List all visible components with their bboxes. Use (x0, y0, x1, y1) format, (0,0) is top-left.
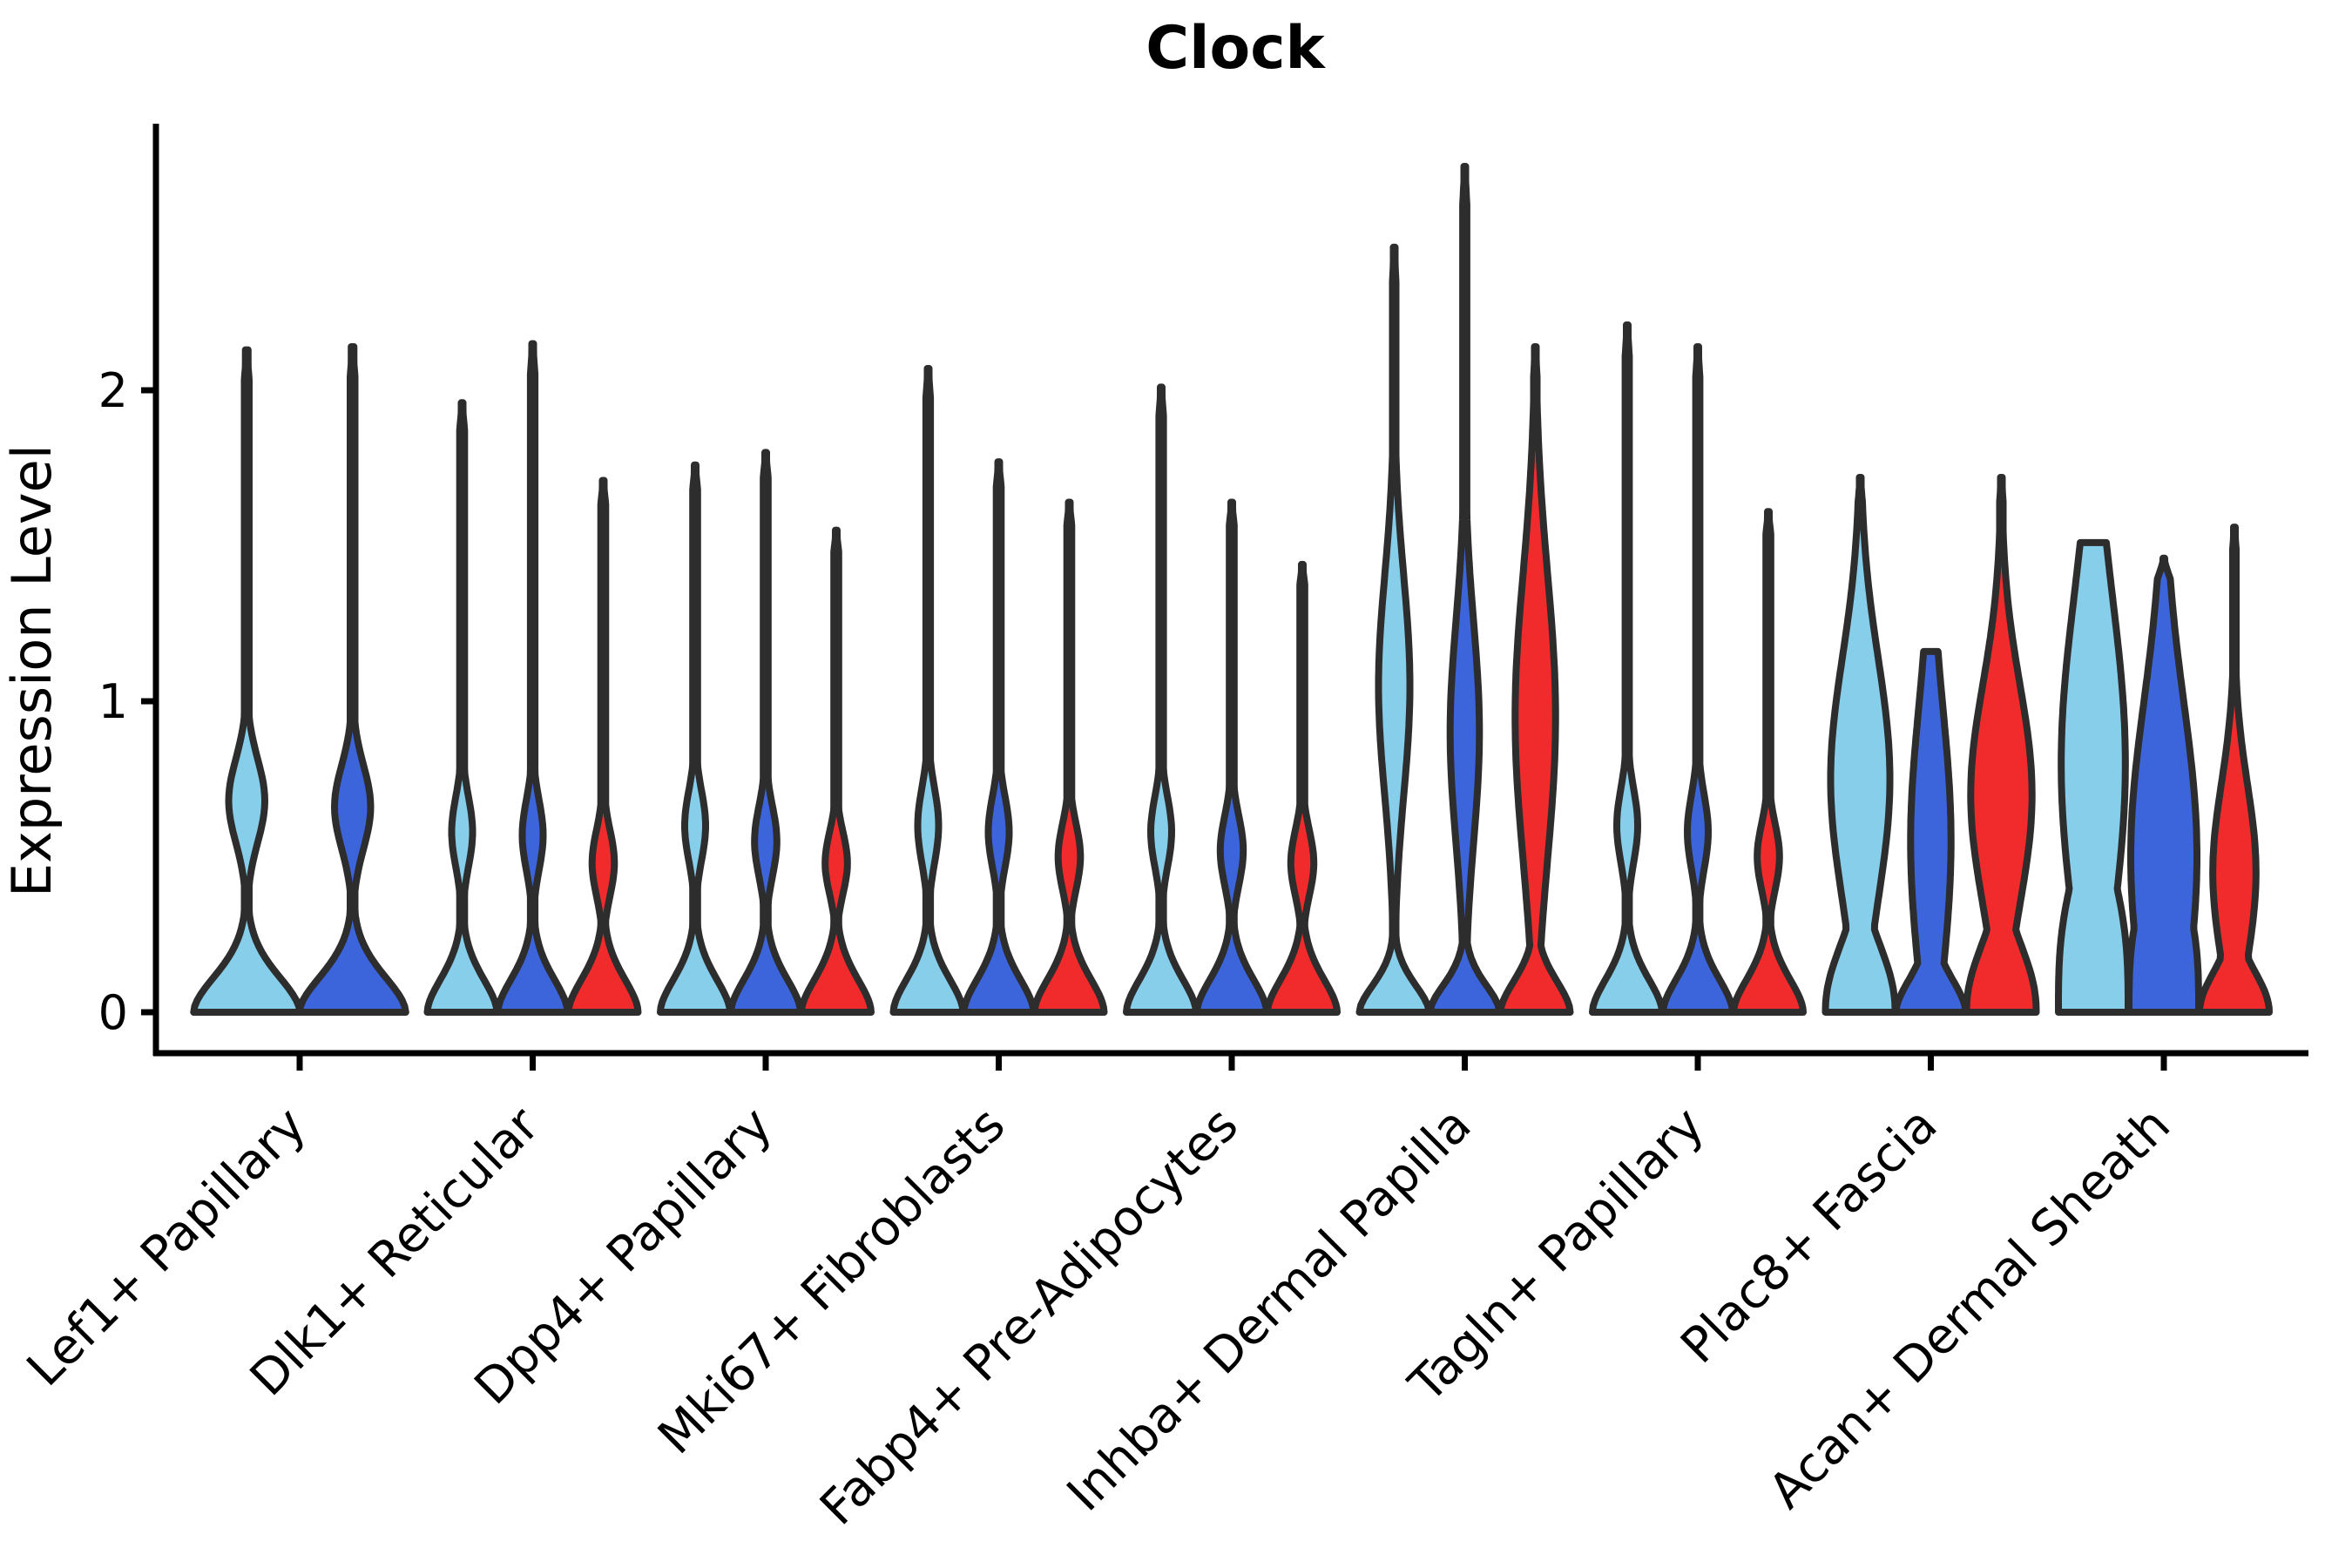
violin-1-dark (295, 343, 409, 1016)
violin-3-red (798, 526, 875, 1016)
violin-5-dark (1193, 498, 1270, 1016)
violin-8-light (1821, 474, 1899, 1016)
y-tick-label: 2 (98, 363, 128, 418)
violin-6-light (1355, 243, 1433, 1016)
x-tick-label: Acan+ Dermal Sheath (1758, 1097, 2181, 1520)
y-tick-label: 0 (98, 985, 128, 1040)
violin-4-light (889, 365, 967, 1016)
violin-7-light (1589, 321, 1666, 1016)
x-tick-label: Inhba+ Dermal Papilla (1057, 1097, 1483, 1523)
violin-1-light (190, 346, 304, 1016)
violin-2-light (423, 399, 501, 1016)
violin-4-dark (960, 458, 1037, 1016)
violin-8-dark (1892, 647, 1970, 1016)
violin-6-red (1497, 343, 1574, 1016)
violin-9-red (2196, 524, 2273, 1016)
violins-layer (190, 163, 2273, 1016)
axes (141, 124, 2308, 1071)
violin-5-red (1264, 560, 1341, 1016)
y-tick-label: 1 (98, 674, 128, 729)
violin-7-red (1730, 508, 1807, 1016)
violin-3-light (657, 461, 733, 1016)
violin-2-dark (494, 340, 571, 1016)
y-axis-label: Expression Level (0, 444, 64, 897)
violin-9-light (2055, 538, 2132, 1016)
violin-6-dark (1426, 163, 1504, 1016)
x-tick-label: Fabp4+ Pre-Adipocytes (809, 1097, 1249, 1537)
violin-3-dark (727, 449, 804, 1016)
violin-9-dark (2126, 554, 2202, 1016)
violin-8-red (1963, 474, 2040, 1016)
violin-7-dark (1659, 343, 1736, 1016)
chart-title: Clock (1146, 14, 1326, 83)
violin-2-red (564, 476, 642, 1016)
violin-4-red (1031, 498, 1108, 1016)
y-tick-labels: 0 1 2 (98, 363, 128, 1040)
violin-5-light (1123, 383, 1200, 1016)
